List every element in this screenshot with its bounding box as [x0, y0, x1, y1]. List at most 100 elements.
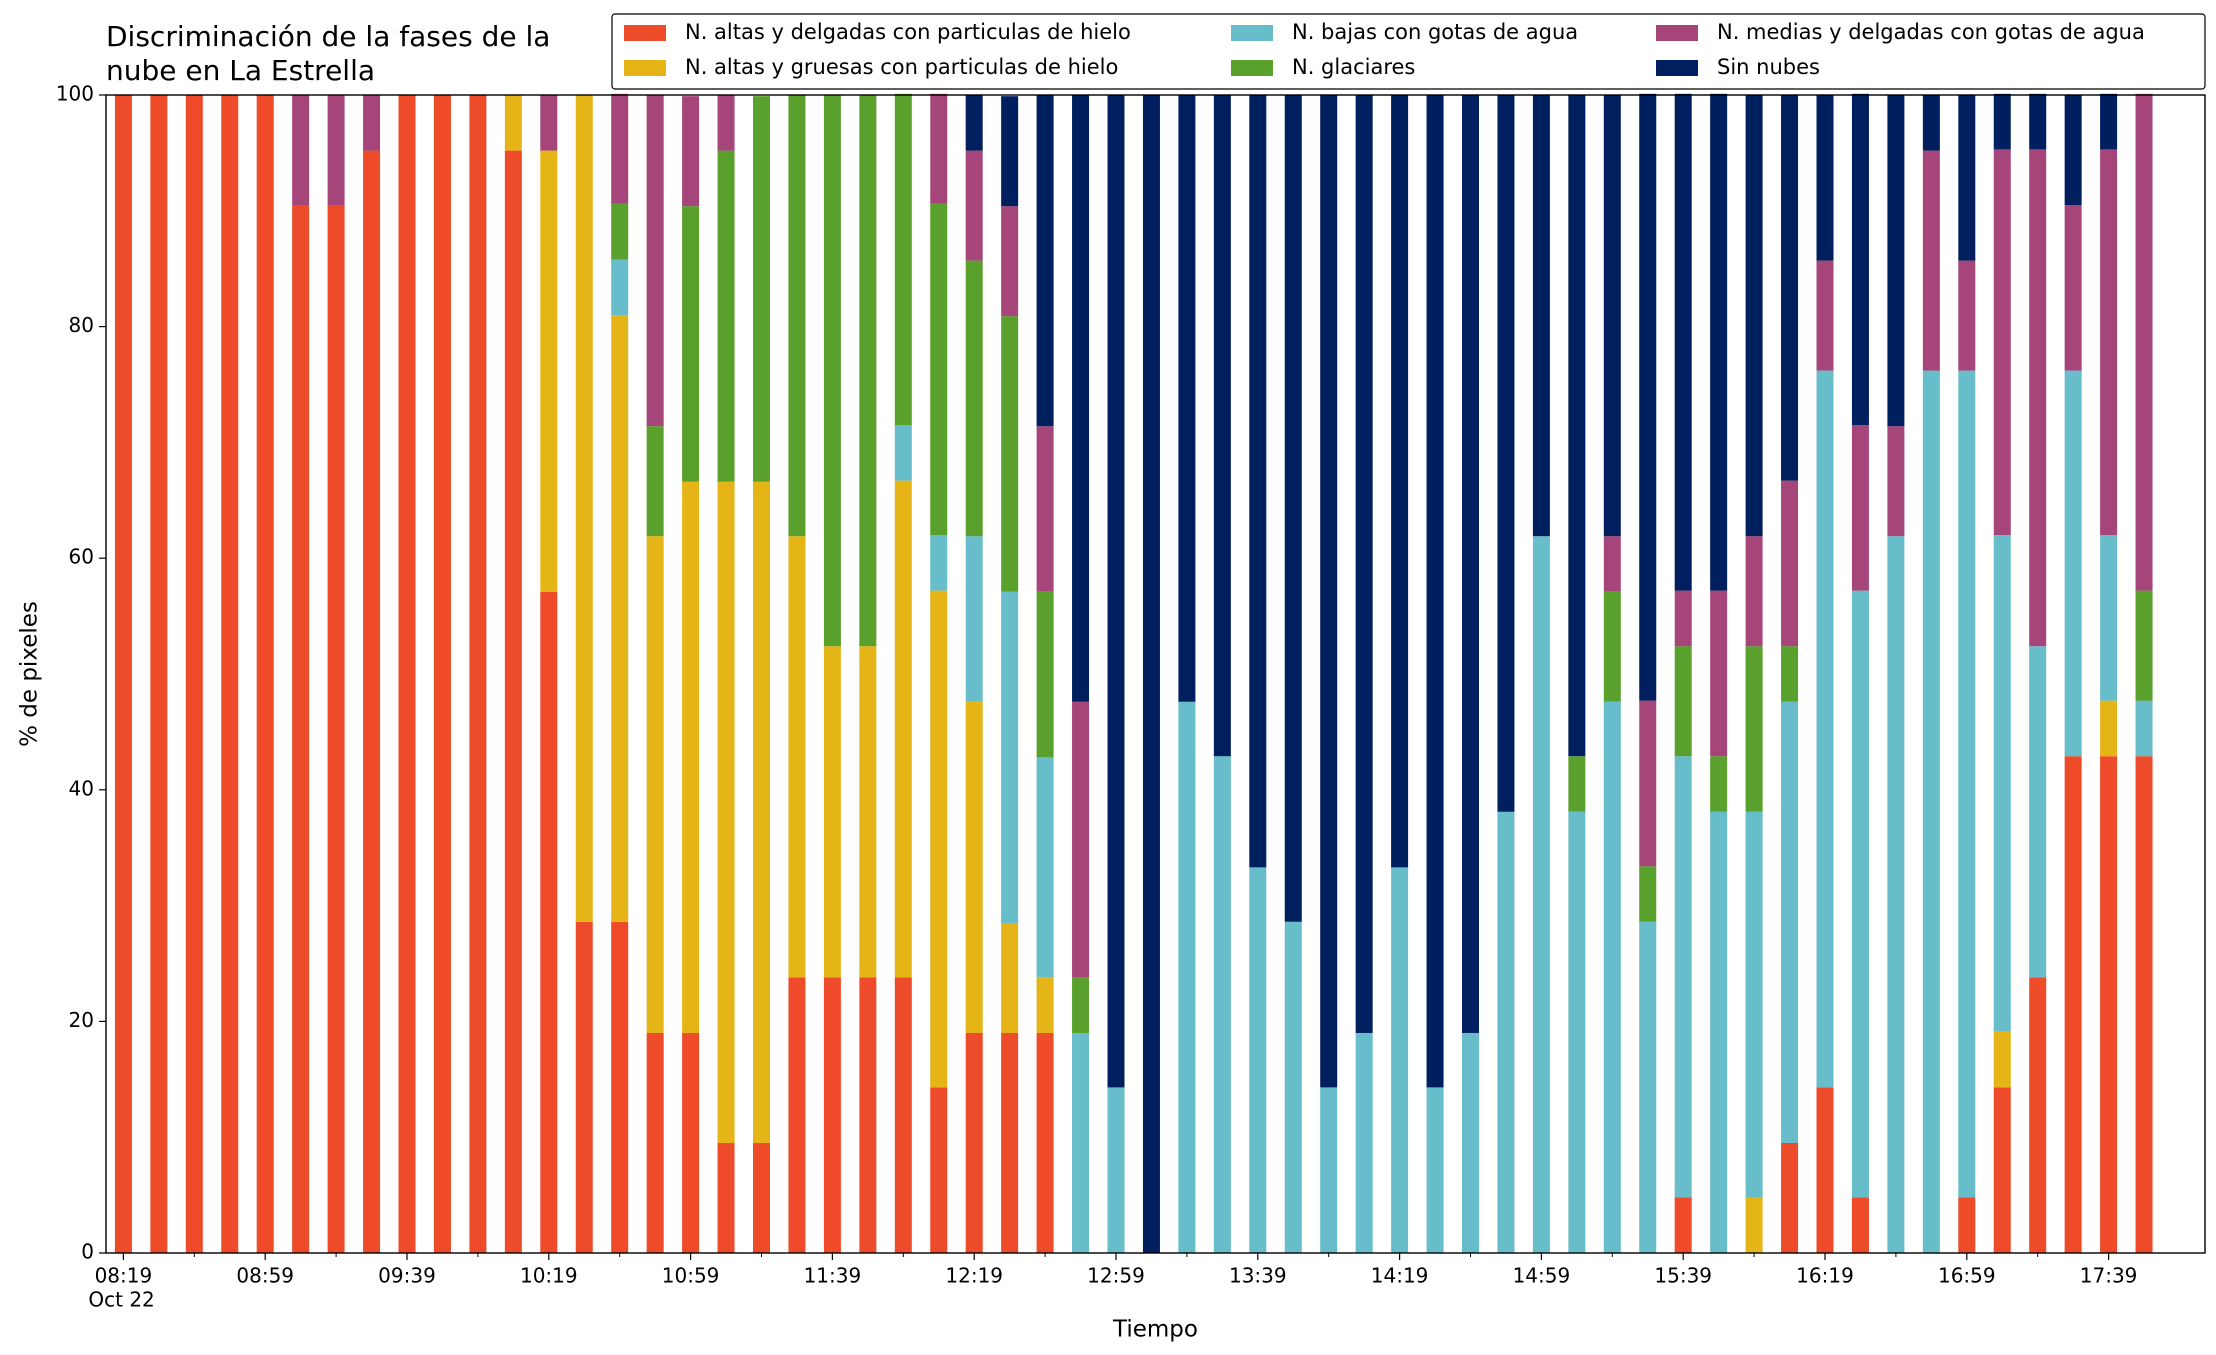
bar-segment [1072, 977, 1090, 1033]
bar-segment [753, 1142, 770, 1253]
bar-segment [1603, 591, 1621, 702]
bar-segment [1674, 1197, 1692, 1253]
bar-segment [1249, 867, 1267, 1253]
bar-segment [682, 206, 700, 482]
bar-segment [1426, 1087, 1444, 1253]
bar-segment [646, 426, 664, 537]
bar-segment [894, 977, 912, 1253]
bar-segment [540, 150, 558, 592]
plot-frame [105, 94, 2206, 1254]
bar-segment [646, 1032, 664, 1253]
bar-segment [930, 590, 948, 1088]
chart-title: Discriminación de la fases de la nube en… [106, 20, 551, 87]
bar-segment [1993, 93, 2011, 150]
bar-segment [611, 921, 629, 1253]
bar-segment [1781, 95, 1799, 481]
bar-segment [327, 205, 345, 1253]
bar-segment [965, 150, 983, 261]
bar-segment [1639, 866, 1657, 922]
bar-segment [1816, 370, 1834, 1088]
y-axis-label: % de pixeles [17, 601, 43, 747]
bar-segment [859, 646, 877, 978]
bar-segment [363, 150, 381, 1254]
bar-segment [1674, 93, 1692, 591]
bar-segment [433, 95, 451, 1253]
bar-segment [1107, 95, 1125, 1088]
bar-segment [1036, 977, 1054, 1033]
legend-label: N. medias y delgadas con gotas de agua [1717, 20, 2145, 44]
bar-segment [1001, 96, 1019, 207]
bar-segment [965, 536, 983, 702]
bar-segment [1745, 95, 1763, 537]
bar-segment [753, 96, 770, 482]
legend-label: N. glaciares [1292, 55, 1415, 79]
bar-segment [1072, 95, 1090, 702]
bar-segment [1674, 590, 1692, 647]
bar-segment [1816, 260, 1834, 371]
bar-segment [221, 95, 239, 1253]
bar-segment [2029, 93, 2047, 150]
bar-segment [2029, 977, 2047, 1253]
bar-segment [575, 921, 593, 1253]
bar-segment [256, 95, 274, 1253]
bar-segment [1922, 150, 1940, 371]
x-tick-label: 17:39 [2080, 1264, 2138, 1288]
bar-segment [1603, 95, 1621, 537]
bar-segment [965, 701, 983, 1033]
bar-segment [823, 646, 841, 978]
bar-segment [1462, 1032, 1479, 1253]
bar-segment [859, 95, 877, 647]
bar-segment [150, 95, 168, 1253]
bar-segment [1639, 93, 1657, 701]
x-tick-label: 10:59 [662, 1264, 720, 1288]
bar-segment [2064, 370, 2082, 757]
bar-segment [575, 95, 593, 922]
x-tick-label: 09:39 [378, 1264, 436, 1288]
bar-segment [363, 95, 381, 151]
bar-segment [1036, 757, 1054, 978]
bar-segment [930, 203, 948, 536]
bar-segment [682, 1032, 700, 1253]
bar-segment [823, 95, 841, 647]
bar-segment [1710, 93, 1728, 591]
x-tick-label: 08:19 [95, 1264, 153, 1288]
bar-segment [1426, 95, 1444, 1088]
bar-segment [504, 150, 522, 1254]
legend-swatch [624, 60, 666, 76]
bar-segment [682, 96, 700, 207]
bar-segment [292, 205, 310, 1253]
bar-segment [788, 536, 806, 978]
bar-segment [717, 95, 735, 151]
bar-segment [1993, 1031, 2011, 1088]
bar-segment [1639, 921, 1657, 1253]
bar-segment [1532, 95, 1550, 537]
x-date-label: Oct 22 [88, 1288, 154, 1312]
bar-segment [1993, 535, 2011, 1032]
bar-segment [930, 93, 948, 204]
bar-segment [1249, 95, 1267, 868]
bar-segment [1213, 95, 1231, 757]
legend-swatch [1656, 60, 1698, 76]
bar-segment [1851, 93, 1869, 426]
bar-segment [611, 93, 629, 204]
legend-label: N. bajas con gotas de agua [1292, 20, 1578, 44]
bar-segment [1816, 1087, 1834, 1253]
bar-segment [611, 203, 629, 260]
bar-segment [1781, 1142, 1799, 1253]
bar-segment [823, 977, 841, 1253]
bar-segment [1958, 1197, 1976, 1253]
bar-segment [540, 591, 558, 1253]
legend-swatch [1656, 25, 1698, 41]
x-tick-label: 16:59 [1938, 1264, 1996, 1288]
legend-label: N. altas y gruesas con particulas de hie… [685, 55, 1118, 79]
bar-segment [717, 1142, 735, 1253]
bar-segment [1497, 95, 1515, 812]
bar-segment [753, 481, 770, 1143]
bar-segment [2064, 205, 2082, 371]
bar-segment [114, 95, 132, 1253]
x-tick-label: 13:39 [1229, 1264, 1287, 1288]
bar-segment [2135, 590, 2153, 701]
bar-segment [1532, 536, 1550, 1253]
bar-segment [2100, 700, 2118, 757]
bar-segment [398, 95, 416, 1253]
